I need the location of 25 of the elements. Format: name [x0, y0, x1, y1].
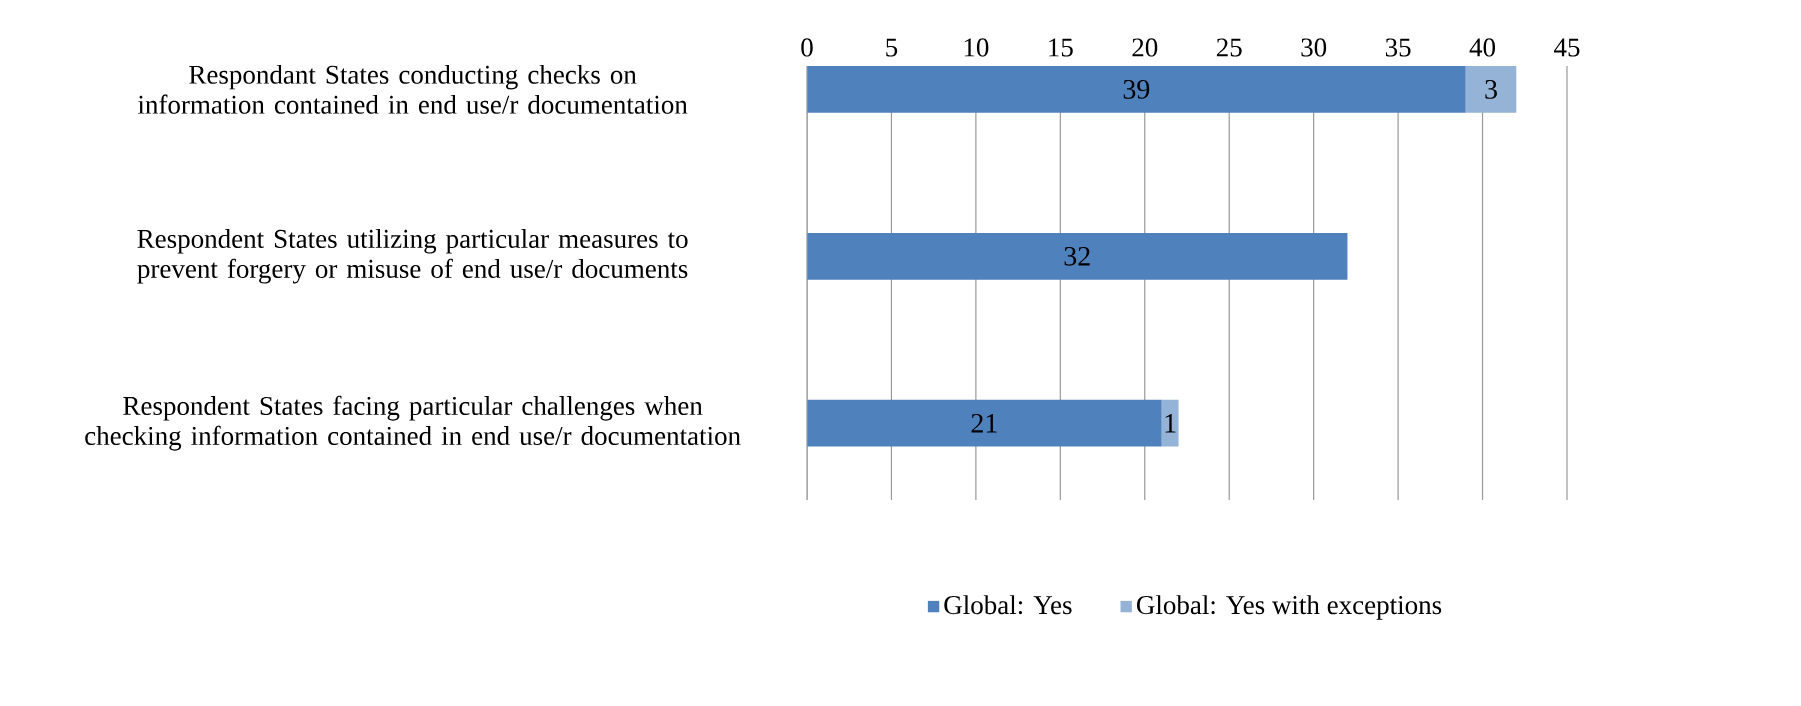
bar	[807, 399, 1162, 447]
x-tick-label: 10	[964, 38, 989, 57]
y-tick-label: Respondent States utilizing particular measures to prevent forgery or misuse of end use/r documents	[137, 229, 688, 284]
x-tick-label: 5	[886, 38, 898, 57]
data-label: 39	[1123, 79, 1150, 99]
y-tick-label: Respondent States facing particular challenges when checking information contained in end use/r documentation	[85, 395, 741, 451]
bar	[1465, 66, 1517, 113]
bar	[807, 232, 1348, 280]
y-tick-label: Respondant States conducting checks on information contained in end use/r documentation	[137, 64, 688, 114]
legend-label: Global: Yes	[944, 595, 1072, 615]
data-label: 3	[1485, 79, 1497, 99]
x-tick-label: 45	[1554, 38, 1580, 57]
x-tick-label: 30	[1301, 38, 1327, 57]
bar	[1161, 399, 1179, 447]
data-label: 1	[1165, 413, 1176, 433]
x-tick-label: 25	[1216, 38, 1242, 57]
legend-label: Global: Yes with exceptions	[1136, 595, 1442, 620]
x-tick-label: 20	[1132, 38, 1158, 57]
x-tick-label: 35	[1385, 38, 1411, 57]
x-tick-label: 0	[801, 38, 813, 57]
x-tick-label: 40	[1469, 38, 1496, 57]
x-tick-label: 15	[1049, 38, 1073, 57]
bar	[807, 66, 1466, 113]
data-label: 32	[1064, 246, 1090, 266]
data-label: 21	[971, 413, 997, 433]
